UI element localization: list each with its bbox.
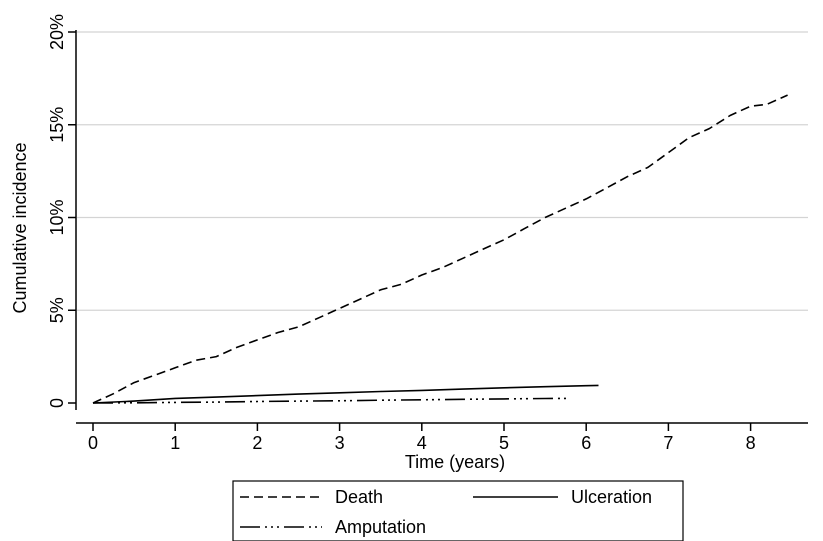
x-axis-title: Time (years) — [405, 452, 505, 472]
x-tick-label: 5 — [499, 433, 509, 453]
x-tick-label: 8 — [746, 433, 756, 453]
x-tick-label: 0 — [88, 433, 98, 453]
x-tick-label: 3 — [335, 433, 345, 453]
y-ticks: 0 5% 10% 15% 20% — [47, 14, 76, 408]
x-tick-label: 7 — [663, 433, 673, 453]
axes — [75, 30, 808, 424]
series-line-amputation — [92, 397, 570, 404]
series-line-ulceration — [92, 384, 599, 404]
legend-label-ulceration: Ulceration — [571, 487, 652, 507]
legend: Death Ulceration Amputation — [232, 480, 684, 541]
y-axis-title: Cumulative incidence — [10, 142, 30, 313]
legend-label-death: Death — [335, 487, 383, 507]
x-tick-label: 4 — [417, 433, 427, 453]
y-tick-label: 10% — [47, 199, 67, 235]
x-tick-label: 1 — [170, 433, 180, 453]
x-tick-label: 2 — [252, 433, 262, 453]
gridlines — [77, 31, 808, 311]
y-tick-label: 20% — [47, 14, 67, 50]
x-tick-label: 6 — [581, 433, 591, 453]
legend-label-amputation: Amputation — [335, 517, 426, 537]
y-tick-label: 15% — [47, 107, 67, 143]
x-ticks: 0 1 2 3 4 5 6 7 8 — [88, 423, 756, 453]
series-line-death — [92, 94, 788, 404]
y-tick-label: 5% — [47, 297, 67, 323]
legend-box — [232, 480, 684, 541]
series-lines — [92, 94, 788, 404]
y-tick-label: 0 — [47, 398, 67, 408]
